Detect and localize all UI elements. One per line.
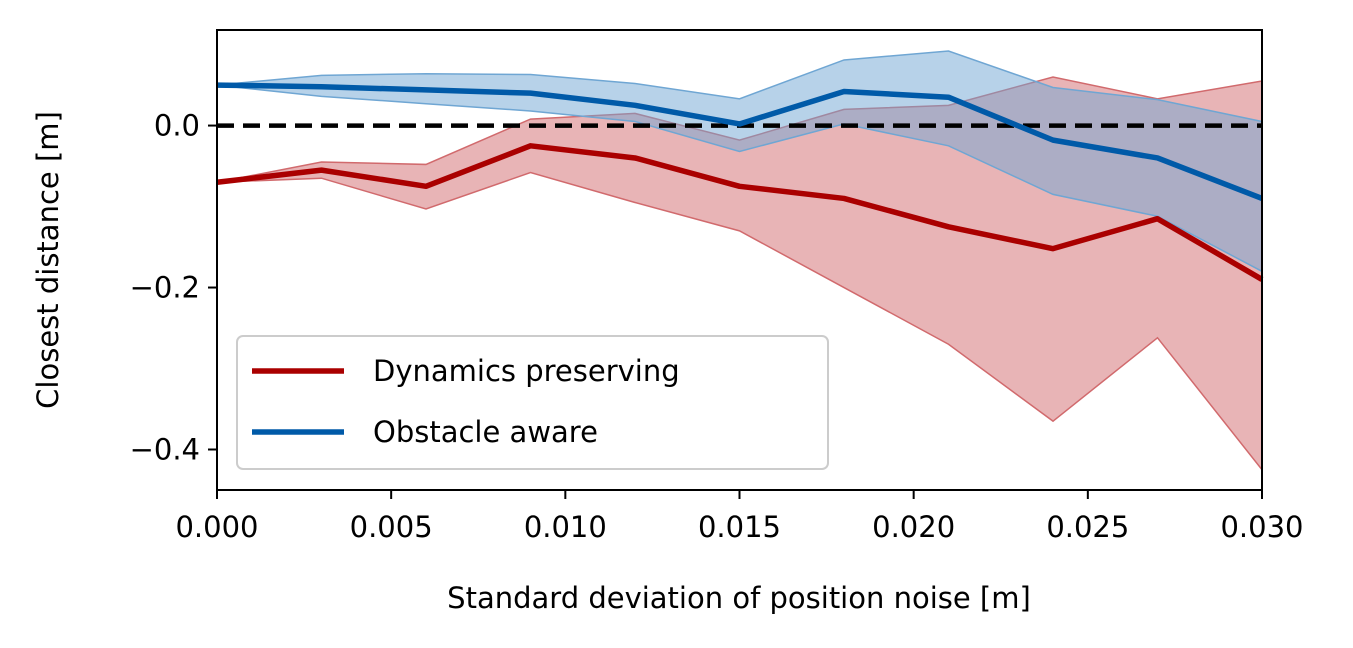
x-tick-label: 0.015 <box>698 510 781 544</box>
x-tick-label: 0.005 <box>350 510 433 544</box>
x-tick-label: 0.010 <box>524 510 607 544</box>
legend-box <box>236 335 829 470</box>
y-axis: −0.4 −0.2 0.0 <box>130 109 217 467</box>
legend: Dynamics preserving Obstacle aware <box>236 335 829 470</box>
y-axis-label: Closest distance [m] <box>31 111 65 409</box>
x-tick-label: 0.020 <box>872 510 955 544</box>
y-tick-label: −0.2 <box>130 271 200 305</box>
series-line-0 <box>216 143 1264 282</box>
y-tick-label: 0.0 <box>154 109 200 143</box>
legend-label-0: Dynamics preserving <box>373 354 680 388</box>
series-line-1 <box>216 82 1263 202</box>
x-axis: 0.000 0.005 0.010 0.015 0.020 0.025 0.030 <box>175 490 1304 544</box>
legend-label-1: Obstacle aware <box>373 415 598 449</box>
x-tick-label: 0.030 <box>1220 510 1303 544</box>
x-tick-label: 0.025 <box>1046 510 1129 544</box>
x-tick-label: 0.000 <box>175 510 258 544</box>
y-tick-label: −0.4 <box>130 433 200 467</box>
x-axis-label: Standard deviation of position noise [m] <box>447 581 1031 615</box>
series-lines <box>216 82 1264 282</box>
